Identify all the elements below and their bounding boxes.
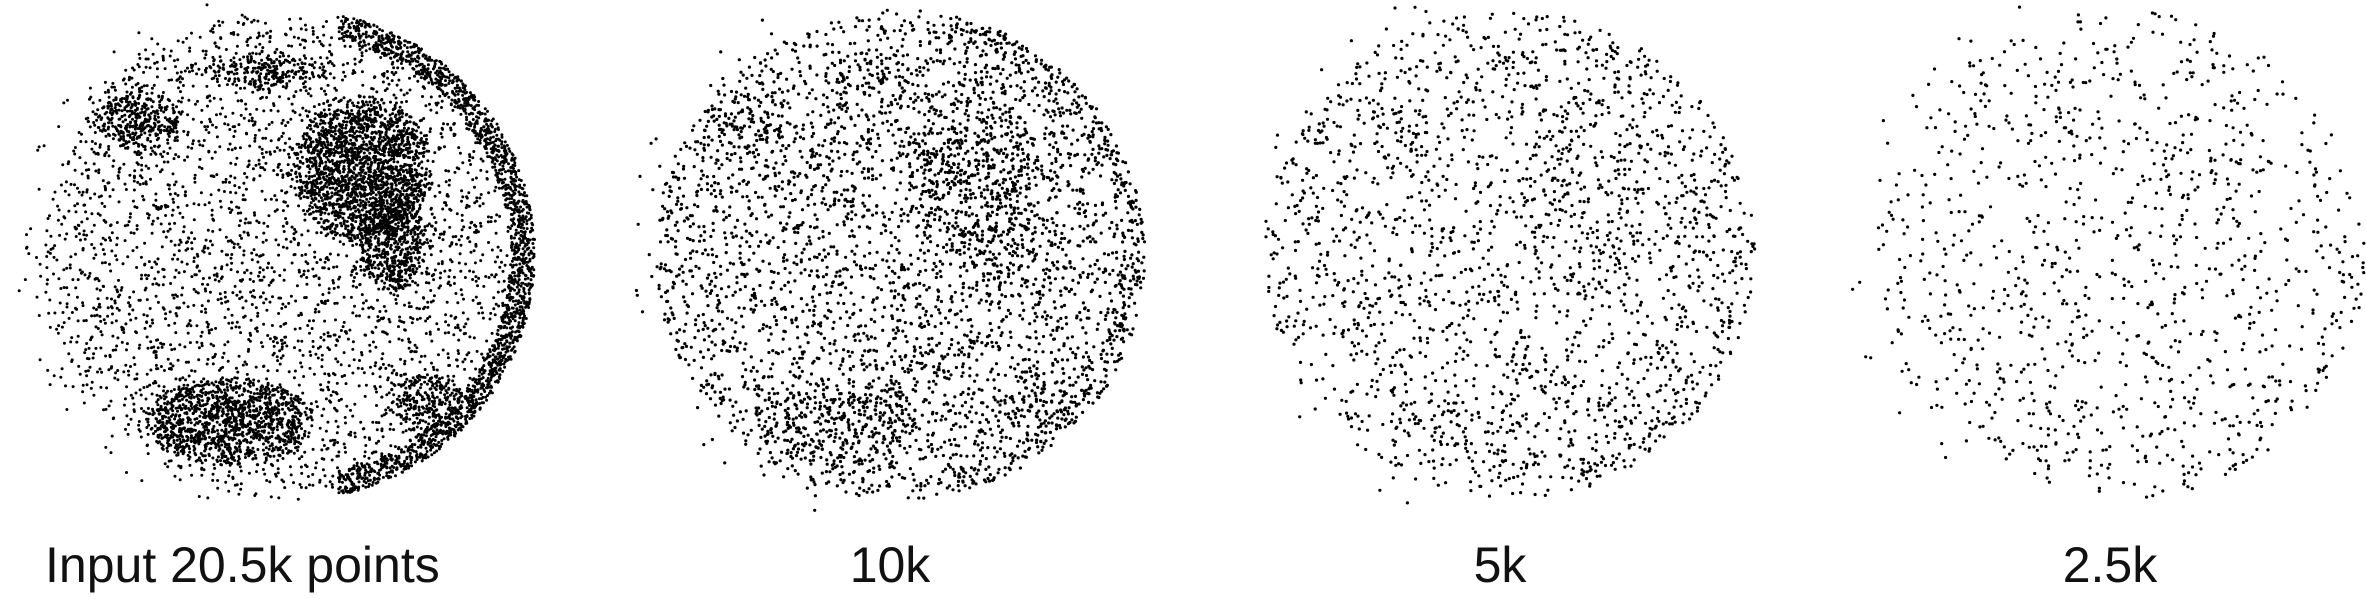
point-cloud-points xyxy=(635,9,1146,512)
point-cloud-points xyxy=(1264,6,1756,505)
caption-input: Input 20.5k points xyxy=(0,535,565,595)
point-cloud-globe-10k xyxy=(610,0,1170,520)
point-cloud-globe-5k xyxy=(1220,0,1780,520)
panel-5k-point-cloud: 5k xyxy=(1220,0,1780,599)
point-cloud-globe-input xyxy=(0,0,560,520)
point-cloud-globe-2.5k xyxy=(1830,0,2366,520)
point-cloud-points xyxy=(18,3,536,500)
panel-10k-point-cloud: 10k xyxy=(610,0,1170,599)
point-cloud-points xyxy=(1851,6,2365,499)
caption-2.5k: 2.5k xyxy=(1830,535,2366,595)
panel-input-point-cloud: Input 20.5k points xyxy=(0,0,560,599)
caption-10k: 10k xyxy=(610,535,1170,595)
caption-5k: 5k xyxy=(1220,535,1780,595)
panel-2.5k-point-cloud: 2.5k xyxy=(1830,0,2366,599)
